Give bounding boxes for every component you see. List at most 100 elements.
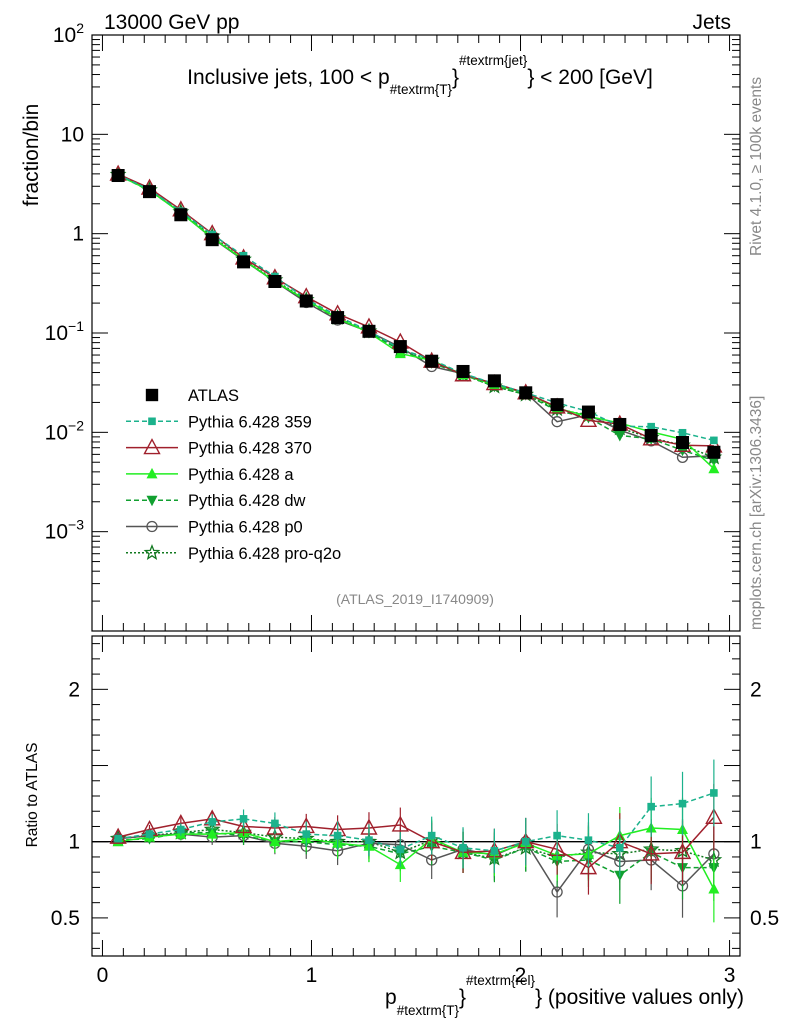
ratio-y-tick-label-right: 1 [750,831,762,854]
data-point [579,858,598,875]
data-point [676,436,690,450]
legend-label: Pythia 6.428 dw [188,492,305,510]
y-tick-label-exp: −3 [68,517,84,533]
data-point [490,847,499,855]
legend-marker [143,544,161,560]
series-atlas [111,169,721,459]
legend-marker [148,417,156,426]
data-point [425,354,439,368]
y-tick-label-base: 10 [45,322,68,345]
y-tick-label-base: 10 [45,521,68,544]
ratio-ylabel: Ratio to ATLAS [24,743,41,848]
x-axis-label-brace: } [459,986,466,1009]
main-frame [91,34,741,632]
data-point [114,834,122,843]
data-point [710,436,718,445]
series-line [117,174,715,462]
y-tick-label-exp: 2 [76,20,84,36]
legend-marker [145,388,159,402]
legend-entry-pythia-6-428-dw: Pythia 6.428 dw [126,492,305,510]
data-point [299,294,313,308]
chart-title: Inclusive jets, 100 < p#textrm{T}}#textr… [187,53,653,97]
data-point [614,430,626,442]
legend-marker [146,495,158,507]
y-tick-label-base: 10 [61,123,84,146]
legend-entry-pythia-6-428-p0: Pythia 6.428 p0 [126,519,303,537]
legend-marker [143,438,161,455]
data-point [206,828,218,839]
data-point [613,417,627,431]
data-point [519,386,533,400]
x-tick-label: 3 [724,964,736,987]
y-tick-label-exp: −1 [68,318,84,334]
main-ylabel: fraction/bin [20,104,43,207]
y-tick-label-base: 10 [45,421,68,444]
ratio-series-group [109,759,723,923]
data-point [647,802,655,811]
data-point [581,405,595,419]
series-line [117,173,714,447]
data-point [616,844,624,852]
data-point [269,835,281,847]
y-tick-label-exp: −2 [68,417,84,433]
chart-title-brace: } [452,66,459,89]
data-point [673,842,692,860]
data-point [365,836,373,844]
chart-title-main: Inclusive jets, 100 < p [187,66,390,89]
ratio-y-tick-label-left: 2 [68,678,80,701]
data-point [239,815,248,823]
series-pythia-6-428-370 [109,783,723,895]
data-point [271,819,279,828]
x-axis-label-p: p [385,986,397,1009]
chart-title-sup: #textrm{jet} [459,53,528,68]
x-axis-label-sup: #textrm{rel} [466,973,536,988]
ratio-y-tick-label-left: 1 [68,831,80,854]
data-point [302,830,311,838]
data-point [521,837,530,846]
data-point [177,825,185,834]
series-line [117,827,715,890]
legend-marker [146,520,158,533]
mcplots-label: mcplots.cern.ch [arXiv:1306.3436] [748,396,765,630]
chart-title-brace2: } [527,66,534,89]
x-tick-label: 2 [515,964,527,987]
data-point [487,374,501,388]
ratio-y-tick-label-left: 0.5 [51,907,80,930]
x-tick-label: 0 [97,964,109,987]
legend-marker [146,467,158,479]
data-point [331,311,345,325]
data-point [333,831,342,840]
data-point [708,882,720,894]
data-point [142,185,156,199]
data-point [678,428,687,437]
data-point [234,816,253,834]
ratio-panel: 0.5 0.5 1 1 2 2 0 1 2 3 Ratio to ATLAS p#textrm{T… [24,635,779,1018]
data-point [678,799,687,808]
data-point [268,274,282,288]
legend-entry-atlas: ATLAS [145,387,239,405]
legend-label: Pythia 6.428 pro-q2o [188,545,341,563]
data-point [708,462,720,474]
data-point [459,844,467,852]
legend-label: Pythia 6.428 370 [188,440,312,458]
data-point [205,233,219,247]
legend-label: Pythia 6.428 p0 [188,519,303,537]
y-tick-label: 10−3 [45,517,85,544]
header-collision-label: 13000 GeV pp [104,11,239,34]
legend-label: ATLAS [188,387,239,405]
data-point [647,422,655,431]
y-tick-label: 10 [61,123,84,146]
data-point [553,831,561,840]
chart-title-tail: < 200 [GeV] [534,66,653,89]
data-point [579,410,598,428]
y-tick-label: 10−1 [45,318,85,345]
header-jets-label: Jets [692,11,731,34]
chart-title-sub: #textrm{T} [390,82,453,97]
data-point [111,169,125,183]
data-point [427,831,436,840]
y-tick-label-base: 10 [53,24,76,47]
x-axis-label-tail: (positive values only) [542,986,744,1009]
data-point [396,845,405,854]
